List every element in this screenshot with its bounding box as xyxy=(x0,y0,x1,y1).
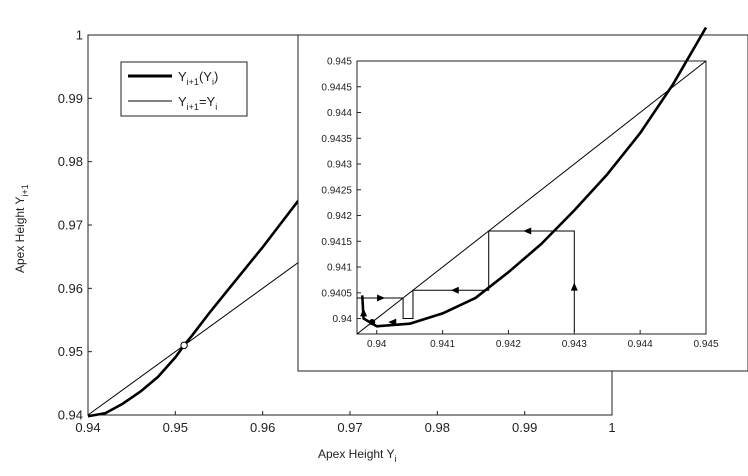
y-axis-title: Apex Height Yi+1 xyxy=(13,184,30,273)
inset-series xyxy=(356,26,708,335)
cobweb-arrow-up xyxy=(360,308,368,317)
y-tick-label: 0.9415 xyxy=(321,237,352,248)
y-tick-label: 0.98 xyxy=(58,154,83,169)
cobweb-arrow-left xyxy=(523,227,532,235)
x-axis-title: Apex Height Yi xyxy=(318,447,397,464)
legend-label-thick-tail: (Y xyxy=(199,69,212,84)
inset-ticks: 0.94 0.941 0.942 0.943 0.944 0.945 0.94 0.9405 0… xyxy=(321,57,719,351)
cobweb-arrow-up xyxy=(570,282,578,291)
y-tick-label: 0.9445 xyxy=(321,82,352,93)
y-tick-label: 0.945 xyxy=(327,57,352,68)
y-tick-label: 0.94 xyxy=(58,408,83,423)
x-tick-label: 0.97 xyxy=(337,420,362,435)
legend-label-thin-main: Y xyxy=(178,94,187,109)
x-axis-title-main: Apex Height Y xyxy=(318,447,395,461)
legend-label-thick-close: ) xyxy=(214,69,218,84)
cobweb-path xyxy=(357,230,575,332)
y-tick-label: 0.95 xyxy=(58,344,83,359)
y-tick-label: 0.99 xyxy=(58,91,83,106)
y-tick-label: 0.9435 xyxy=(321,134,352,145)
y-tick-label: 0.96 xyxy=(58,281,83,296)
main-ticks: 0.94 0.95 0.96 0.97 0.98 0.99 1 0.94 0.95 0.96 0.9… xyxy=(58,28,616,435)
x-tick-label: 0.99 xyxy=(512,420,537,435)
fixed-point-marker xyxy=(180,341,188,350)
y-tick-label: 0.941 xyxy=(327,263,352,274)
legend-label-thin-sub: i+1 xyxy=(187,102,199,112)
legend-label-thick: Yi+1(Yi) xyxy=(178,69,218,87)
x-tick-label: 0.941 xyxy=(430,339,455,350)
x-tick-label: 0.944 xyxy=(628,339,653,350)
inset-chart: 0.94 0.941 0.942 0.943 0.944 0.945 0.94 0.9405 0… xyxy=(297,26,748,372)
x-tick-label: 0.945 xyxy=(693,339,718,350)
x-axis-title-sub: i xyxy=(395,454,397,464)
y-tick-label: 0.942 xyxy=(327,211,352,222)
legend-label-thick-sub: i+1 xyxy=(187,77,199,87)
return-map-curve xyxy=(360,26,708,328)
legend-label-thin-tail: =Y xyxy=(199,94,216,109)
y-axis-title-main: Apex Height Y xyxy=(13,197,27,274)
x-tick-label: 0.94 xyxy=(75,420,100,435)
y-tick-label: 0.943 xyxy=(327,160,352,171)
x-tick-label: 0.94 xyxy=(367,339,387,350)
y-axis-title-sub: i+1 xyxy=(20,184,30,196)
y-tick-label: 0.94 xyxy=(333,314,353,325)
cobweb-arrow-left xyxy=(388,318,397,326)
cobweb-arrow-right xyxy=(377,294,386,302)
x-tick-label: 0.95 xyxy=(163,420,188,435)
x-tick-label: 1 xyxy=(608,420,615,435)
legend-box xyxy=(120,61,248,117)
y-tick-label: 0.9405 xyxy=(321,288,352,299)
return-map-curve xyxy=(87,154,334,418)
y-tick-label: 0.9425 xyxy=(321,185,352,196)
legend-label-thin-sub2: i xyxy=(215,102,217,112)
legend-label-thick-main: Y xyxy=(178,69,187,84)
legend-label-thin: Yi+1=Yi xyxy=(178,94,217,112)
y-tick-label: 0.97 xyxy=(58,218,83,233)
y-tick-label: 1 xyxy=(76,28,83,43)
legend: Yi+1(Yi) Yi+1=Yi xyxy=(120,61,248,117)
fixed-point-marker xyxy=(369,319,376,326)
y-tick-label: 0.944 xyxy=(327,108,352,119)
x-tick-label: 0.943 xyxy=(562,339,587,350)
identity-line xyxy=(356,60,707,335)
x-tick-label: 0.942 xyxy=(496,339,521,350)
x-tick-label: 0.98 xyxy=(425,420,450,435)
x-tick-label: 0.96 xyxy=(250,420,275,435)
legend-label-thick-sub2: i xyxy=(212,77,214,87)
cobweb-arrow-left xyxy=(450,286,459,294)
